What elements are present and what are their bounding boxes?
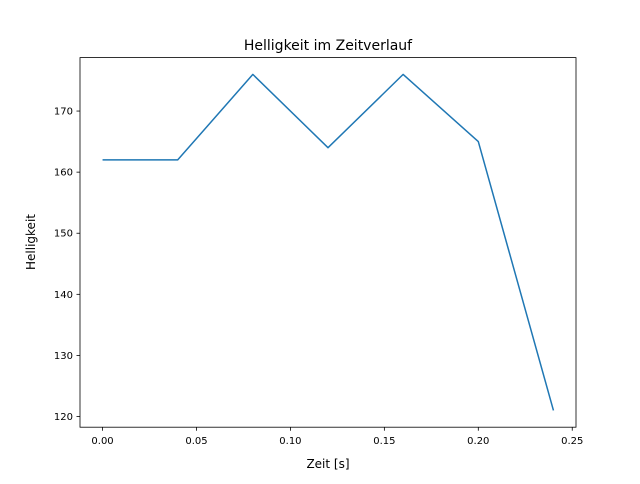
axes-frame — [79, 57, 577, 428]
y-tick-label: 120 — [54, 412, 73, 423]
y-tick-label: 130 — [54, 351, 73, 362]
plot-area — [102, 73, 555, 411]
x-axis-label: Zeit [s] — [306, 457, 349, 471]
y-tick-label: 170 — [54, 107, 73, 118]
y-tick-label: 150 — [54, 229, 73, 240]
x-axis: 0.00 0.05 0.10 0.15 0.20 0.25 — [91, 427, 583, 447]
x-tick-label: 0.00 — [91, 436, 113, 447]
y-tick-label: 140 — [54, 290, 73, 301]
x-tick-label: 0.05 — [185, 436, 207, 447]
series-line — [102, 73, 555, 411]
x-tick-label: 0.25 — [561, 436, 583, 447]
x-tick-label: 0.15 — [373, 436, 395, 447]
y-axis-label: Helligkeit — [24, 214, 38, 270]
y-axis: 120 130 140 150 160 170 — [54, 107, 80, 423]
x-tick-label: 0.10 — [279, 436, 301, 447]
chart-title: Helligkeit im Zeitverlauf — [244, 38, 413, 54]
x-tick-label: 0.20 — [467, 436, 489, 447]
y-tick-label: 160 — [54, 168, 73, 179]
